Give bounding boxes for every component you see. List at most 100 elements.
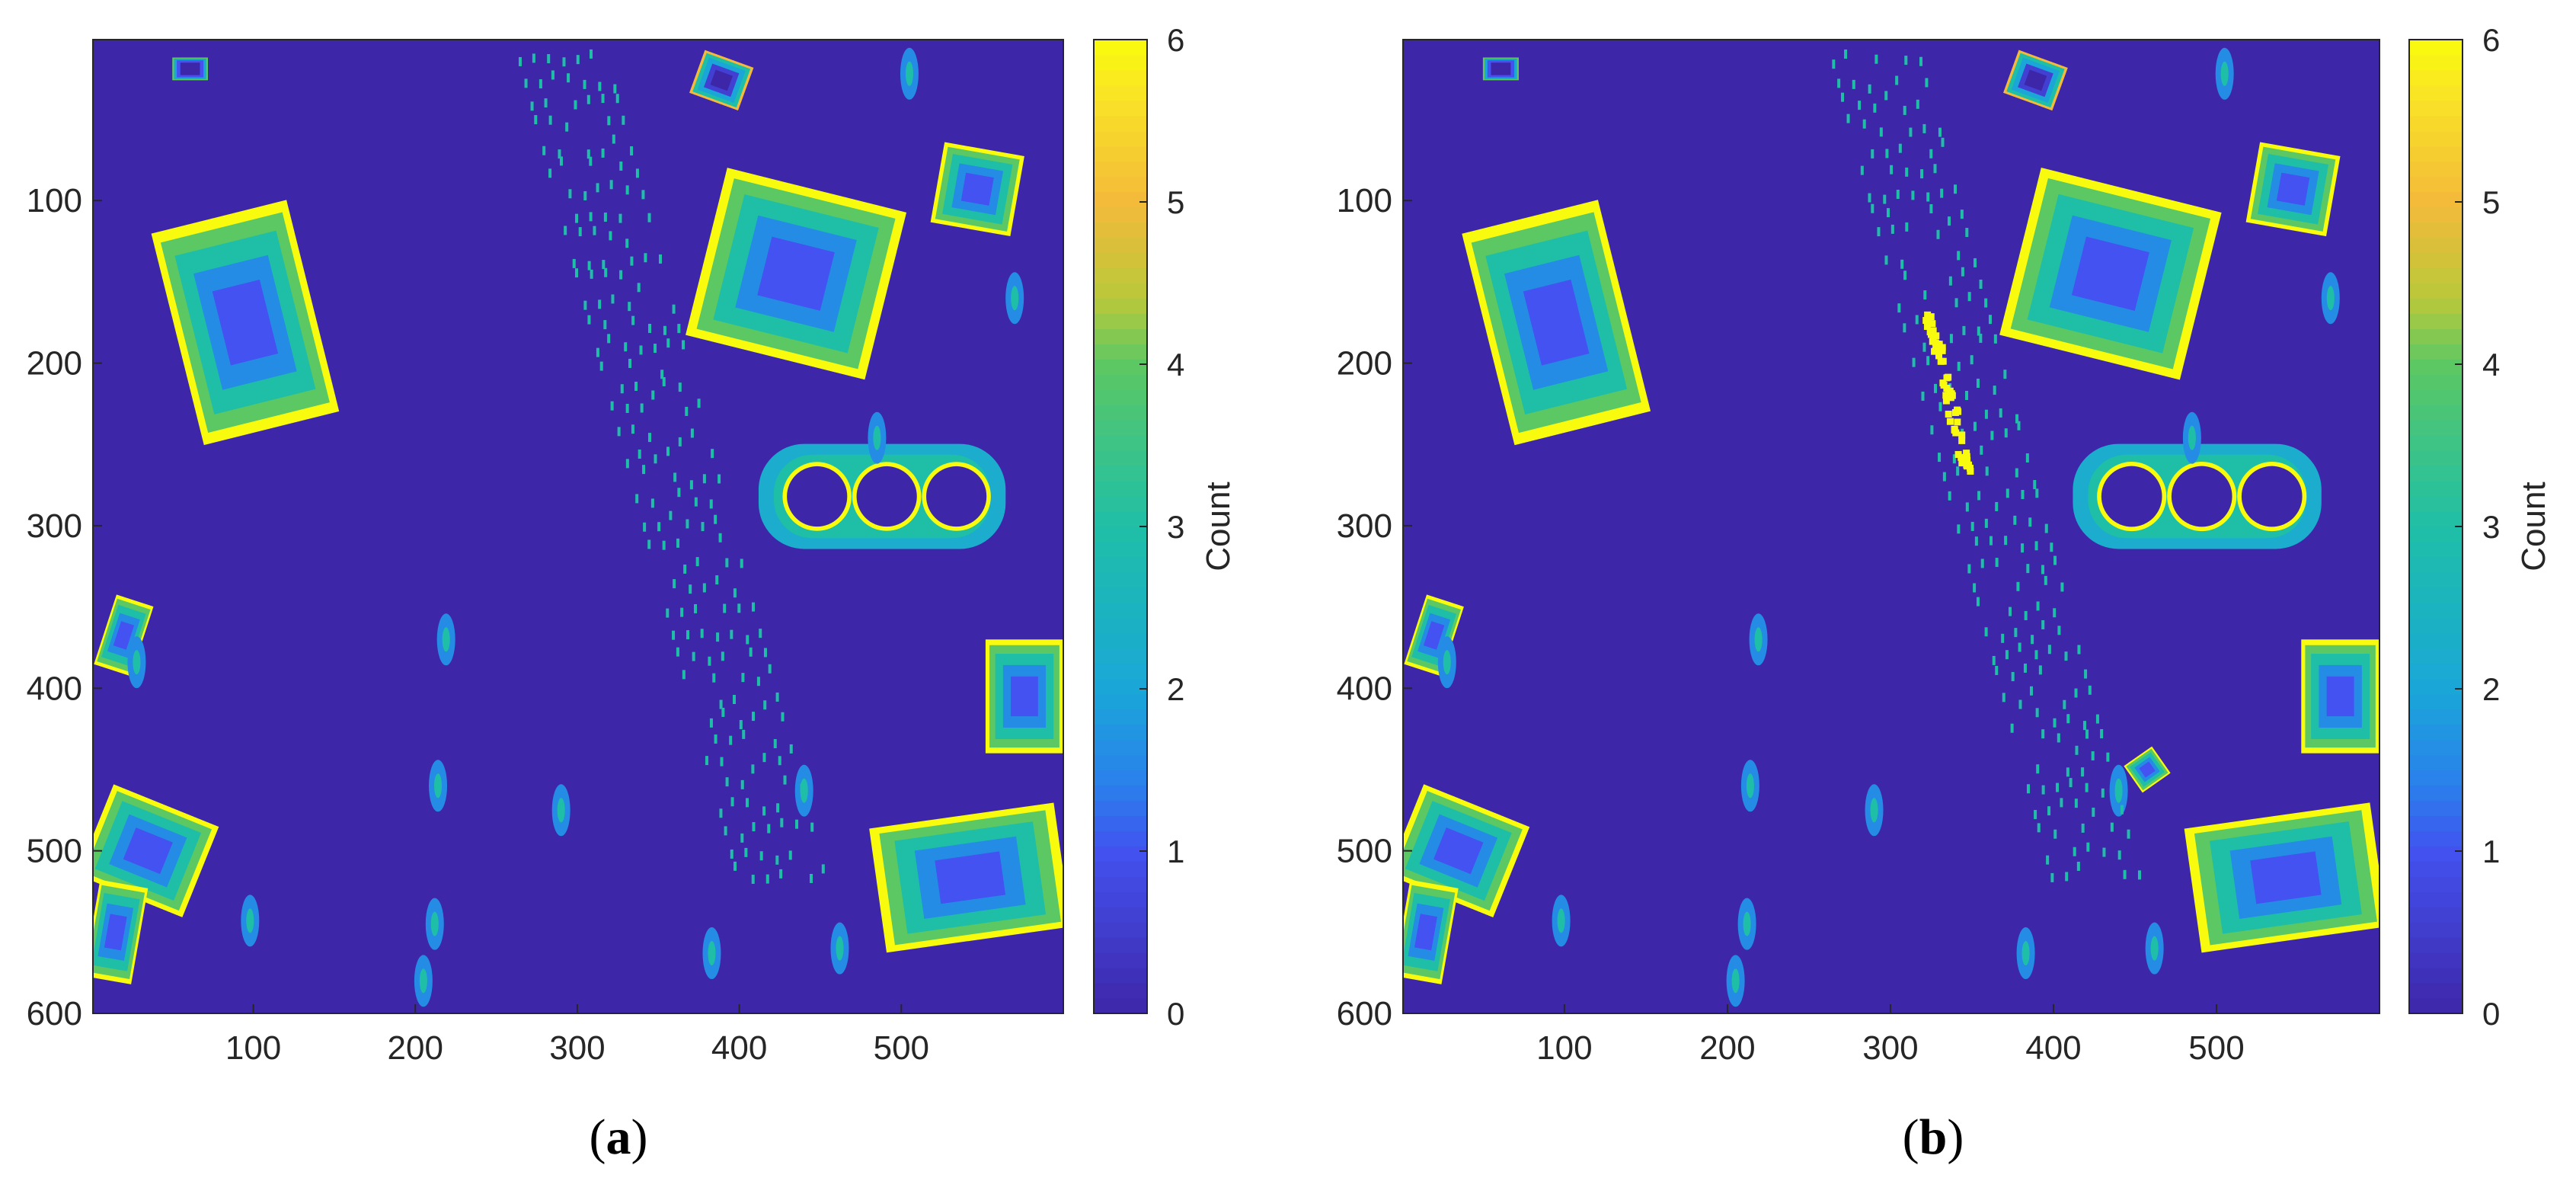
colorbar-segment bbox=[2409, 693, 2463, 710]
road-marking bbox=[662, 540, 666, 550]
road-marking bbox=[666, 608, 670, 618]
road-marking bbox=[2041, 729, 2045, 739]
road-marking bbox=[1941, 137, 1945, 147]
x-tick-label: 200 bbox=[388, 1029, 443, 1067]
road-marking bbox=[2106, 752, 2110, 762]
road-marking bbox=[821, 864, 825, 874]
road-marking bbox=[1890, 165, 1894, 174]
colorbar-tick-label: 5 bbox=[1167, 184, 1184, 220]
road-marking bbox=[775, 855, 779, 865]
road-marking bbox=[2001, 633, 2005, 643]
y-tick-label: 400 bbox=[1337, 670, 1392, 707]
road-marking bbox=[2018, 642, 2021, 652]
road-marking bbox=[551, 70, 555, 80]
colorbar-segment bbox=[2409, 709, 2463, 725]
colorbar-tick-label: 2 bbox=[1167, 671, 1184, 707]
colorbar-segment bbox=[1094, 100, 1147, 117]
road-marking bbox=[568, 189, 572, 199]
road-marking bbox=[2077, 645, 2081, 655]
road-marking bbox=[547, 54, 551, 64]
road-marking bbox=[752, 712, 756, 722]
road-marking bbox=[2037, 823, 2041, 833]
road-marking bbox=[1904, 56, 1908, 66]
colorbar-segment bbox=[1094, 450, 1147, 466]
road-marking bbox=[2101, 788, 2105, 798]
colorbar-segment bbox=[1094, 146, 1147, 162]
road-marking bbox=[2127, 829, 2130, 839]
panel-a-heatmap: 100 200 300 400 500 100 200 300 400 500 600 0 1 2 3 4 5 6… bbox=[27, 22, 1237, 1067]
road-marking bbox=[1912, 357, 1916, 367]
colorbar-segment bbox=[1094, 374, 1147, 390]
road-marking bbox=[673, 579, 676, 589]
road-marking bbox=[1922, 342, 1926, 352]
road-marking bbox=[613, 84, 617, 94]
road-marking bbox=[783, 775, 787, 785]
axes-frame bbox=[92, 39, 1064, 1014]
vehicle-cluster bbox=[1951, 408, 1959, 416]
colorbar-segment bbox=[1094, 571, 1147, 588]
road-marking bbox=[1919, 56, 1922, 66]
road-marking bbox=[678, 382, 682, 392]
road-marking bbox=[1940, 188, 1944, 198]
road-marking bbox=[1903, 270, 1907, 280]
road-marking bbox=[2066, 767, 2069, 777]
road-marking bbox=[1905, 167, 1909, 177]
road-marking bbox=[2004, 536, 2008, 546]
road-marking bbox=[2085, 729, 2089, 739]
road-marking bbox=[751, 602, 755, 612]
road-marking bbox=[2004, 428, 2008, 438]
colorbar-segment bbox=[1094, 222, 1147, 238]
tree-core bbox=[1870, 798, 1878, 823]
road-marking bbox=[650, 498, 654, 508]
road-marking bbox=[2065, 872, 2069, 882]
road-marking bbox=[1841, 92, 1845, 102]
road-marking bbox=[518, 56, 522, 66]
building-footprint bbox=[2184, 802, 2379, 953]
road-marking bbox=[2064, 651, 2068, 661]
colorbar-segment bbox=[2409, 678, 2463, 695]
road-marking bbox=[2010, 723, 2014, 733]
heatmap-cell bbox=[2250, 851, 2322, 904]
road-marking bbox=[2086, 842, 2090, 852]
road-marking bbox=[2026, 784, 2030, 794]
road-marking bbox=[598, 82, 602, 91]
road-marking bbox=[740, 558, 743, 568]
road-marking bbox=[2023, 663, 2027, 673]
road-marking bbox=[732, 694, 736, 704]
road-marking bbox=[759, 851, 763, 861]
colorbar-segment bbox=[1094, 754, 1147, 771]
road-marking bbox=[2053, 555, 2057, 565]
colorbar-tick-label: 3 bbox=[1167, 509, 1184, 545]
road-marking bbox=[1970, 521, 1974, 531]
road-marking bbox=[714, 734, 718, 744]
colorbar-segment bbox=[2409, 130, 2463, 147]
colorbar-segment bbox=[1094, 206, 1147, 223]
tree-core bbox=[2220, 61, 2229, 86]
road-marking bbox=[611, 294, 615, 304]
road-marking bbox=[1965, 228, 1969, 238]
colorbar-segment bbox=[1094, 420, 1147, 436]
road-marking bbox=[663, 325, 666, 335]
road-marking bbox=[2034, 541, 2038, 551]
vehicle-cluster bbox=[1942, 397, 1950, 405]
road-marking bbox=[2016, 581, 2020, 591]
road-marking bbox=[1957, 361, 1961, 371]
colorbar-segment bbox=[2409, 100, 2463, 117]
road-marking bbox=[628, 358, 632, 368]
road-marking bbox=[583, 300, 587, 310]
road-marking bbox=[1938, 453, 1942, 462]
road-marking bbox=[590, 269, 593, 279]
tree-core bbox=[1743, 911, 1751, 936]
colorbar-segment bbox=[2409, 998, 2463, 1014]
road-marking bbox=[1898, 143, 1902, 153]
road-marking bbox=[637, 283, 641, 293]
x-tick-label: 500 bbox=[874, 1029, 929, 1067]
road-marking bbox=[685, 406, 689, 416]
road-marking bbox=[615, 94, 619, 104]
road-marking bbox=[601, 94, 605, 104]
road-marking bbox=[635, 494, 639, 504]
road-marking bbox=[2082, 721, 2086, 731]
colorbar-segment bbox=[2409, 831, 2463, 847]
road-marking bbox=[659, 254, 663, 264]
road-marking bbox=[1871, 203, 1874, 213]
